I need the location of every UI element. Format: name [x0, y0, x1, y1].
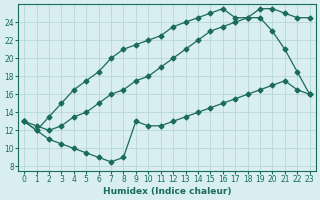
X-axis label: Humidex (Indice chaleur): Humidex (Indice chaleur): [103, 187, 231, 196]
